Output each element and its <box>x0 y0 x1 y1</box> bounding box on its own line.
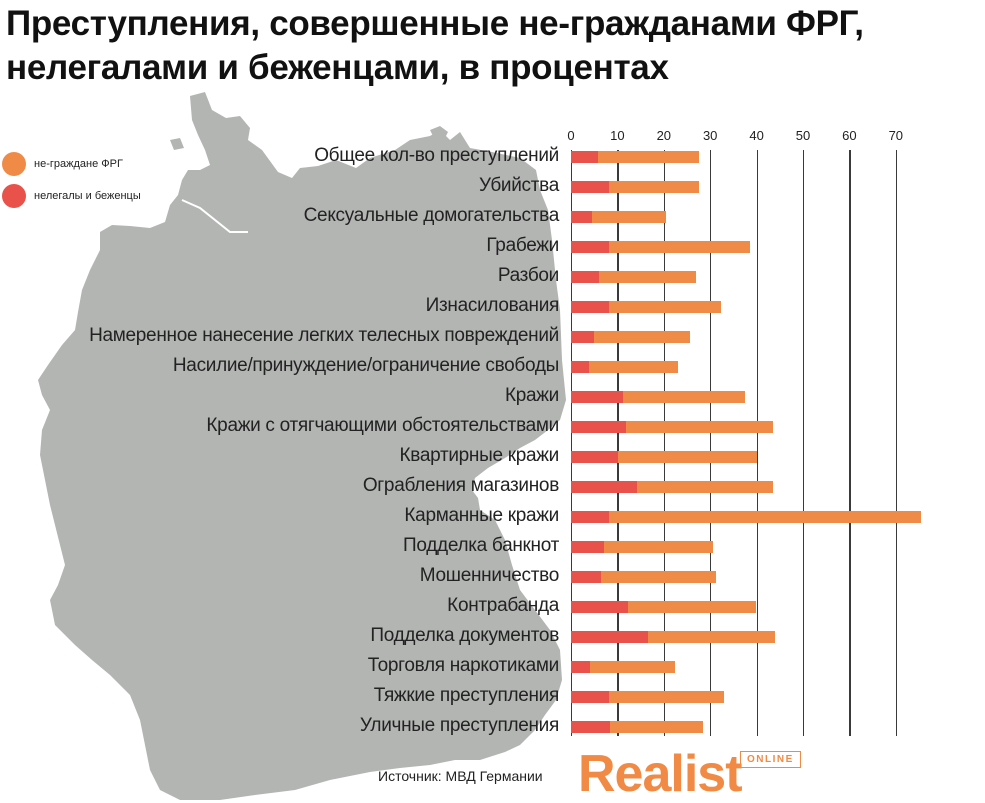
category-label: Квартирные кражи <box>399 445 559 466</box>
legend-label: не-граждане ФРГ <box>34 158 123 170</box>
category-label: Сексуальные домогательства <box>303 205 560 226</box>
bar-illegals-refugees <box>571 541 604 553</box>
bar-illegals-refugees <box>571 481 637 493</box>
bar-non-citizens <box>571 661 675 673</box>
bar-illegals-refugees <box>571 241 610 253</box>
bar-non-citizens <box>571 241 751 253</box>
category-label: Намеренное нанесение легких телесных пов… <box>89 325 559 346</box>
legend-item-non-citizens: не-граждане ФРГ <box>2 148 141 180</box>
chart-title: Преступления, совершенные не-гражданами … <box>6 2 985 90</box>
x-gridline <box>710 150 712 736</box>
orange-circle-icon <box>2 152 26 176</box>
realist-logo: Realist <box>578 745 743 803</box>
x-gridline <box>756 150 758 736</box>
bar-non-citizens <box>571 151 700 163</box>
bar-non-citizens <box>571 691 725 703</box>
category-label: Контрабанда <box>447 595 559 616</box>
chart-title-line-2: нелегалами и беженцами, в процентах <box>6 48 669 87</box>
category-label: Торговля наркотиками <box>367 655 560 676</box>
red-circle-icon <box>2 184 26 208</box>
bar-non-citizens <box>571 211 667 223</box>
bar-illegals-refugees <box>571 691 610 703</box>
bar-illegals-refugees <box>571 601 629 613</box>
category-label: Убийства <box>478 175 559 196</box>
source-note: Источник: МВД Германии <box>378 768 543 784</box>
bar-illegals-refugees <box>571 391 623 403</box>
bar-illegals-refugees <box>571 421 626 433</box>
bar-non-citizens <box>571 331 690 343</box>
x-axis-tick-label: 0 <box>567 128 575 143</box>
x-gridline <box>663 150 665 736</box>
bar-illegals-refugees <box>571 181 610 193</box>
x-axis-tick-label: 40 <box>749 128 764 143</box>
bar-non-citizens <box>571 511 921 523</box>
chart-title-line-1: Преступления, совершенные не-гражданами … <box>6 4 864 43</box>
chart-legend: не-граждане ФРГ нелегалы и беженцы <box>2 148 141 212</box>
bar-illegals-refugees <box>571 451 618 463</box>
category-label: Карманные кражи <box>404 505 559 526</box>
category-label: Тяжкие преступления <box>373 685 560 706</box>
category-label: Изнасилования <box>425 295 560 316</box>
legend-label: нелегалы и беженцы <box>34 190 141 202</box>
x-gridline <box>571 150 573 736</box>
x-axis-tick-label: 20 <box>656 128 672 143</box>
logo-online-badge: ONLINE <box>740 751 801 768</box>
bar-illegals-refugees <box>571 151 598 163</box>
legend-item-illegals-refugees: нелегалы и беженцы <box>2 180 141 212</box>
category-label: Ограбления магазинов <box>362 475 559 496</box>
bar-non-citizens <box>571 571 716 583</box>
x-axis-tick-label: 50 <box>795 128 811 143</box>
bar-illegals-refugees <box>571 571 602 583</box>
category-label: Кражи с отягчающими обстоятельствами <box>206 415 559 436</box>
category-label: Подделка документов <box>370 625 559 646</box>
bar-illegals-refugees <box>571 511 610 523</box>
bar-non-citizens <box>571 541 713 553</box>
category-label: Подделка банкнот <box>403 535 559 556</box>
bar-illegals-refugees <box>571 721 610 733</box>
bar-illegals-refugees <box>571 631 649 643</box>
bar-illegals-refugees <box>571 271 599 283</box>
category-label: Общее кол-во преступлений <box>314 145 559 166</box>
bar-illegals-refugees <box>571 661 591 673</box>
category-label: Уличные преступления <box>359 715 559 736</box>
x-axis-tick-label: 60 <box>842 128 857 143</box>
bar-illegals-refugees <box>571 361 590 373</box>
x-gridline <box>849 150 851 736</box>
x-gridline <box>617 150 619 736</box>
x-axis-tick-label: 10 <box>610 128 625 143</box>
x-axis-tick-label: 30 <box>702 128 718 143</box>
category-label: Грабежи <box>486 235 559 256</box>
category-label: Насилие/принуждение/ограничение свободы <box>172 355 559 376</box>
bar-illegals-refugees <box>571 211 592 223</box>
category-label: Разбои <box>497 265 559 286</box>
x-axis-tick-label: 70 <box>888 128 904 143</box>
x-gridline <box>803 150 805 736</box>
bar-illegals-refugees <box>571 331 595 343</box>
category-label: Мошенничество <box>419 565 560 586</box>
category-label: Кражи <box>504 385 559 406</box>
bar-illegals-refugees <box>571 301 610 313</box>
bar-non-citizens <box>571 361 678 373</box>
x-gridline <box>895 150 897 736</box>
bar-non-citizens <box>571 271 697 283</box>
